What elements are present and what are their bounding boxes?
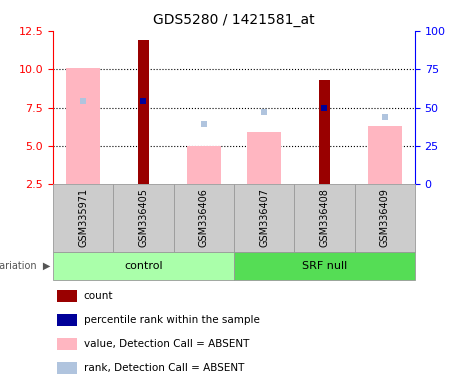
Bar xyxy=(174,184,234,252)
Bar xyxy=(57,290,77,302)
Text: SRF null: SRF null xyxy=(302,261,347,271)
Bar xyxy=(53,184,113,252)
Bar xyxy=(66,68,100,184)
Bar xyxy=(57,314,77,326)
Bar xyxy=(53,252,234,280)
Bar xyxy=(187,146,221,184)
Bar xyxy=(319,80,330,184)
Text: control: control xyxy=(124,261,163,271)
Bar xyxy=(57,362,77,374)
Bar xyxy=(368,126,402,184)
Bar xyxy=(294,184,355,252)
Bar xyxy=(355,184,415,252)
Text: genotype/variation  ▶: genotype/variation ▶ xyxy=(0,261,51,271)
Text: GSM336405: GSM336405 xyxy=(138,188,148,247)
Text: GSM336408: GSM336408 xyxy=(319,188,330,247)
Text: rank, Detection Call = ABSENT: rank, Detection Call = ABSENT xyxy=(84,363,244,373)
Bar xyxy=(113,184,174,252)
Bar xyxy=(234,184,294,252)
Bar xyxy=(234,252,415,280)
Text: GSM336406: GSM336406 xyxy=(199,188,209,247)
Bar xyxy=(247,132,281,184)
Bar xyxy=(57,338,77,350)
Text: GSM336407: GSM336407 xyxy=(259,188,269,247)
Text: percentile rank within the sample: percentile rank within the sample xyxy=(84,315,260,325)
Bar xyxy=(138,40,149,184)
Text: GSM335971: GSM335971 xyxy=(78,188,88,247)
Title: GDS5280 / 1421581_at: GDS5280 / 1421581_at xyxy=(153,13,315,27)
Text: count: count xyxy=(84,291,113,301)
Text: GSM336409: GSM336409 xyxy=(380,188,390,247)
Text: value, Detection Call = ABSENT: value, Detection Call = ABSENT xyxy=(84,339,249,349)
